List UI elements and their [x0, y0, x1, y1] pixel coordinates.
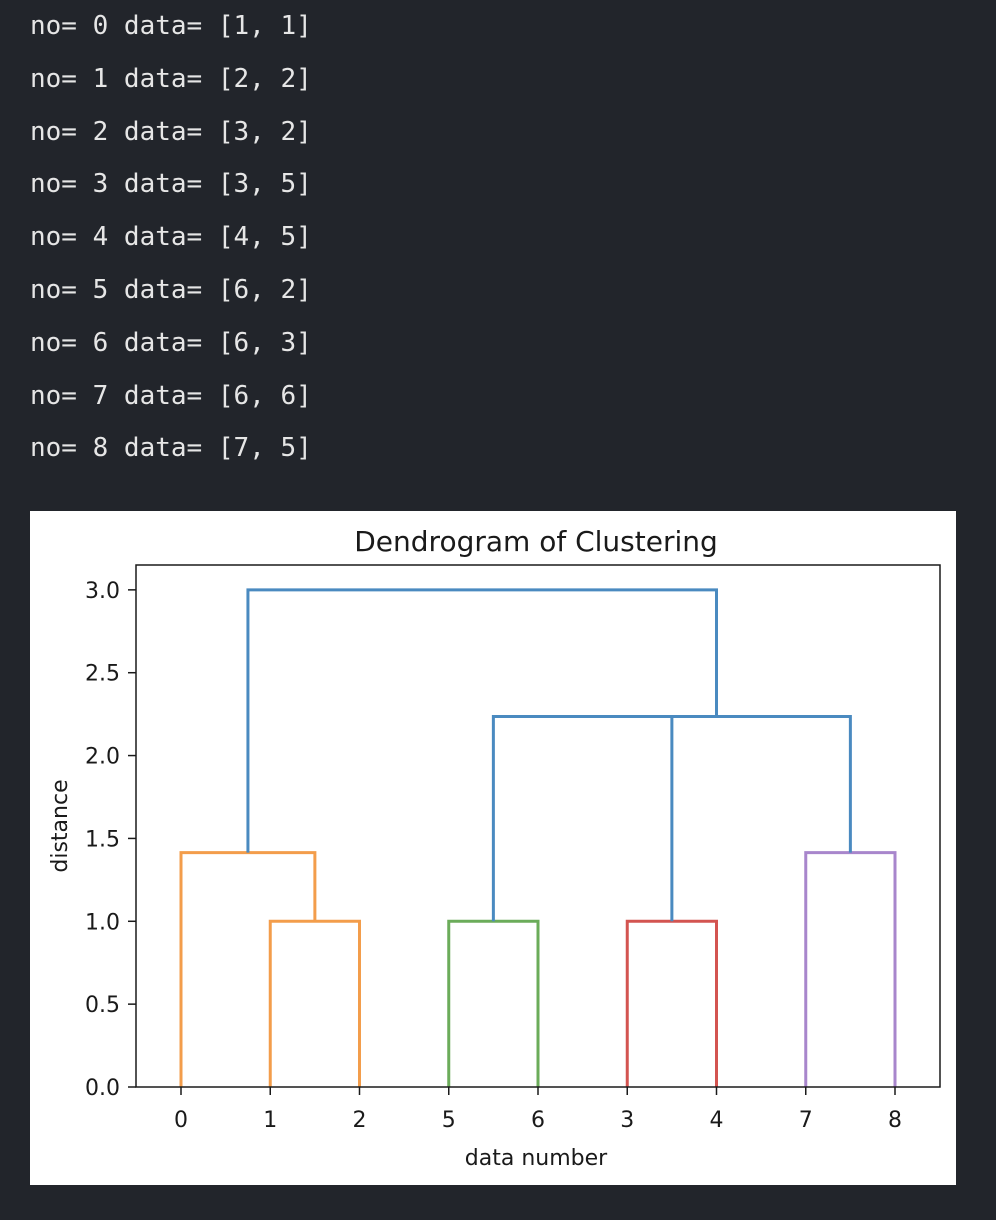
y-tick-label: 0.0: [85, 1076, 120, 1101]
x-axis-ticks: 0 1 2 5 6 3 4 7 8: [174, 1087, 902, 1133]
chart-title: Dendrogram of Clustering: [354, 525, 718, 558]
y-tick-label: 1.5: [85, 827, 120, 852]
dendrogram-chart: Dendrogram of Clustering 0.0 0.5 1.0 1.5 2.0…: [48, 525, 941, 1171]
output-line: no= 3 data= [3, 5]: [30, 169, 312, 200]
dendrogram-link: [625, 919, 718, 1087]
dendrogram-link: [491, 714, 674, 922]
output-line: no= 0 data= [1, 1]: [30, 11, 312, 41]
output-line: no= 2 data= [3, 2]: [30, 116, 312, 147]
y-tick-label: 0.5: [85, 993, 120, 1018]
x-tick-label: 1: [263, 1108, 277, 1133]
y-tick-label: 3.0: [85, 579, 120, 604]
dendrogram-link: [179, 851, 317, 1087]
dendrogram-link: [582, 714, 852, 853]
dendrogram-link: [804, 851, 897, 1087]
dendrogram-link: [246, 588, 718, 853]
x-tick-label: 7: [799, 1108, 813, 1133]
dendrogram-link: [268, 919, 361, 1087]
dendrogram-link: [447, 919, 540, 1087]
output-line: no= 5 data= [6, 2]: [30, 274, 312, 305]
x-tick-label: 8: [888, 1108, 902, 1133]
y-axis-label: distance: [48, 779, 73, 872]
x-tick-label: 0: [174, 1108, 188, 1133]
y-tick-label: 2.5: [85, 662, 120, 687]
output-line: no= 4 data= [4, 5]: [30, 222, 312, 253]
x-tick-label: 3: [620, 1108, 634, 1133]
x-tick-label: 6: [531, 1108, 545, 1133]
y-tick-label: 1.0: [85, 910, 120, 935]
output-line: no= 6 data= [6, 3]: [30, 327, 312, 358]
y-axis-ticks: 0.0 0.5 1.0 1.5 2.0 2.5 3.0: [85, 579, 136, 1101]
x-tick-label: 5: [442, 1108, 456, 1133]
dendrogram-links: [179, 588, 897, 1087]
x-tick-label: 4: [710, 1108, 724, 1133]
output-line: no= 1 data= [2, 2]: [30, 63, 312, 94]
y-tick-label: 2.0: [85, 745, 120, 770]
x-axis-label: data number: [465, 1146, 608, 1171]
output-line: no= 7 data= [6, 6]: [30, 380, 312, 411]
x-tick-label: 2: [353, 1108, 367, 1133]
dendrogram-figure: Dendrogram of Clustering 0.0 0.5 1.0 1.5 2.0…: [30, 511, 956, 1185]
output-text: no= 0 data= [1, 1] no= 1 data= [2, 2] no…: [30, 0, 630, 475]
output-line: no= 8 data= [7, 5]: [30, 433, 312, 464]
